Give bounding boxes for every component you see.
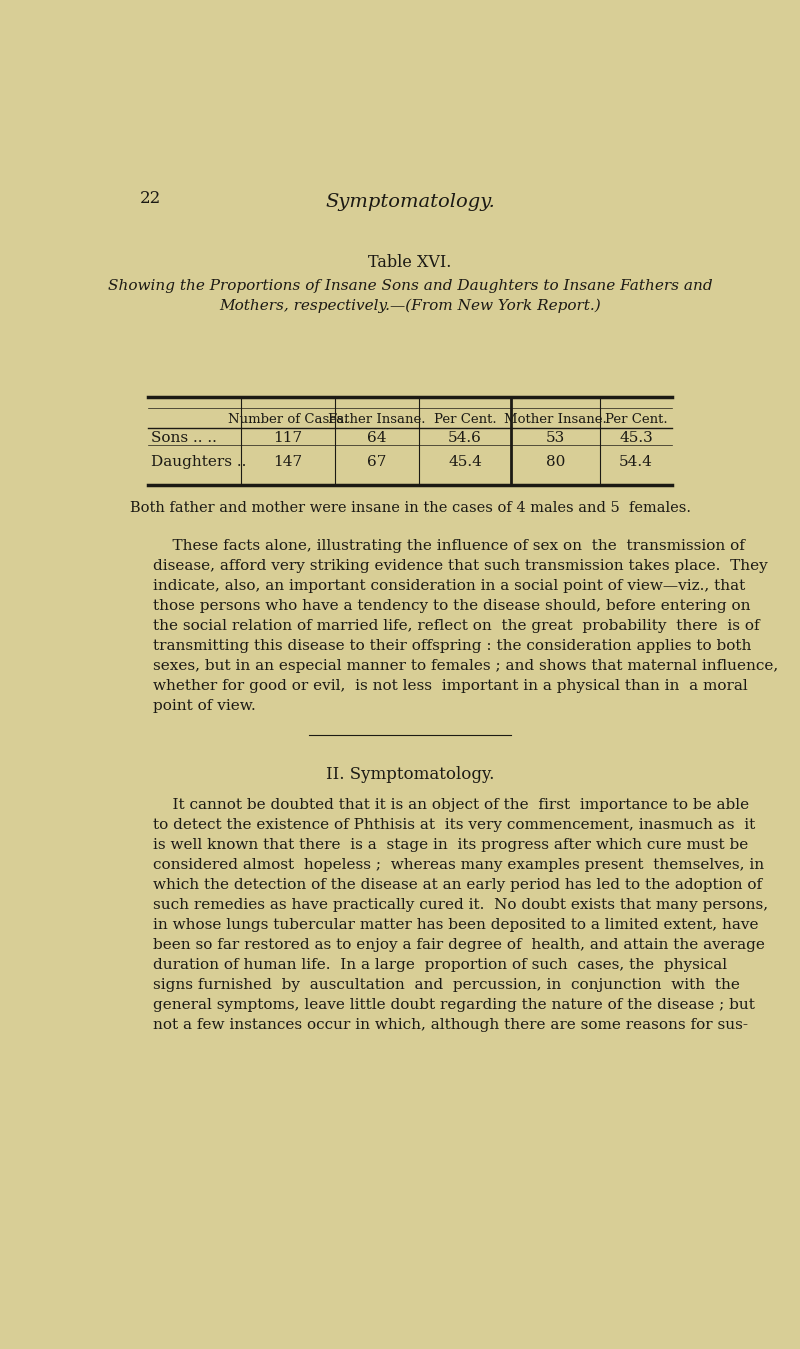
Text: Per Cent.: Per Cent. [605, 413, 667, 425]
Text: Mothers, respectively.—(From New York Report.): Mothers, respectively.—(From New York Re… [219, 299, 601, 313]
Text: Sons .. ..: Sons .. .. [151, 430, 217, 445]
Text: which the detection of the disease at an early period has led to the adoption of: which the detection of the disease at an… [153, 878, 762, 892]
Text: Daughters ..: Daughters .. [151, 455, 246, 469]
Text: 67: 67 [367, 455, 386, 469]
Text: disease, afford very striking evidence that such transmission takes place.  They: disease, afford very striking evidence t… [153, 560, 767, 573]
Text: the social relation of married life, reflect on  the great  probability  there  : the social relation of married life, ref… [153, 619, 759, 633]
Text: such remedies as have practically cured it.  No doubt exists that many persons,: such remedies as have practically cured … [153, 898, 768, 912]
Text: considered almost  hopeless ;  whereas many examples present  themselves, in: considered almost hopeless ; whereas man… [153, 858, 764, 871]
Text: transmitting this disease to their offspring : the consideration applies to both: transmitting this disease to their offsp… [153, 639, 751, 653]
Text: 45.4: 45.4 [448, 455, 482, 469]
Text: Table XVI.: Table XVI. [368, 254, 452, 271]
Text: II. Symptomatology.: II. Symptomatology. [326, 766, 494, 782]
Text: Father Insane.: Father Insane. [328, 413, 426, 425]
Text: sexes, but in an especial manner to females ; and shows that maternal influence,: sexes, but in an especial manner to fema… [153, 660, 778, 673]
Text: These facts alone, illustrating the influence of sex on  the  transmission of: These facts alone, illustrating the infl… [153, 540, 745, 553]
Text: signs furnished  by  auscultation  and  percussion, in  conjunction  with  the: signs furnished by auscultation and perc… [153, 978, 739, 992]
Text: not a few instances occur in which, although there are some reasons for sus-: not a few instances occur in which, alth… [153, 1018, 748, 1032]
Text: Both father and mother were insane in the cases of 4 males and 5  females.: Both father and mother were insane in th… [130, 500, 690, 515]
Text: 64: 64 [367, 430, 387, 445]
Text: Showing the Proportions of Insane Sons and Daughters to Insane Fathers and: Showing the Proportions of Insane Sons a… [108, 279, 712, 293]
Text: 54.4: 54.4 [619, 455, 653, 469]
Text: 147: 147 [274, 455, 302, 469]
Text: Mother Insane.: Mother Insane. [504, 413, 606, 425]
Text: in whose lungs tubercular matter has been deposited to a limited extent, have: in whose lungs tubercular matter has bee… [153, 919, 758, 932]
Text: 117: 117 [274, 430, 302, 445]
Text: is well known that there  is a  stage in  its progress after which cure must be: is well known that there is a stage in i… [153, 838, 748, 853]
Text: whether for good or evil,  is not less  important in a physical than in  a moral: whether for good or evil, is not less im… [153, 680, 747, 693]
Text: 45.3: 45.3 [619, 430, 653, 445]
Text: to detect the existence of Phthisis at  its very commencement, inasmuch as  it: to detect the existence of Phthisis at i… [153, 817, 755, 832]
Text: those persons who have a tendency to the disease should, before entering on: those persons who have a tendency to the… [153, 599, 750, 614]
Text: Number of Cases.: Number of Cases. [228, 413, 348, 425]
Text: It cannot be doubted that it is an object of the  first  importance to be able: It cannot be doubted that it is an objec… [153, 797, 749, 812]
Text: Symptomatology.: Symptomatology. [325, 193, 495, 210]
Text: indicate, also, an important consideration in a social point of view—viz., that: indicate, also, an important considerati… [153, 579, 745, 594]
Text: duration of human life.  In a large  proportion of such  cases, the  physical: duration of human life. In a large propo… [153, 958, 727, 973]
Text: 80: 80 [546, 455, 565, 469]
Text: 22: 22 [140, 190, 162, 206]
Text: Per Cent.: Per Cent. [434, 413, 496, 425]
Text: point of view.: point of view. [153, 699, 255, 714]
Text: been so far restored as to enjoy a fair degree of  health, and attain the averag: been so far restored as to enjoy a fair … [153, 938, 765, 952]
Text: general symptoms, leave little doubt regarding the nature of the disease ; but: general symptoms, leave little doubt reg… [153, 998, 754, 1012]
Text: 53: 53 [546, 430, 565, 445]
Text: 54.6: 54.6 [448, 430, 482, 445]
